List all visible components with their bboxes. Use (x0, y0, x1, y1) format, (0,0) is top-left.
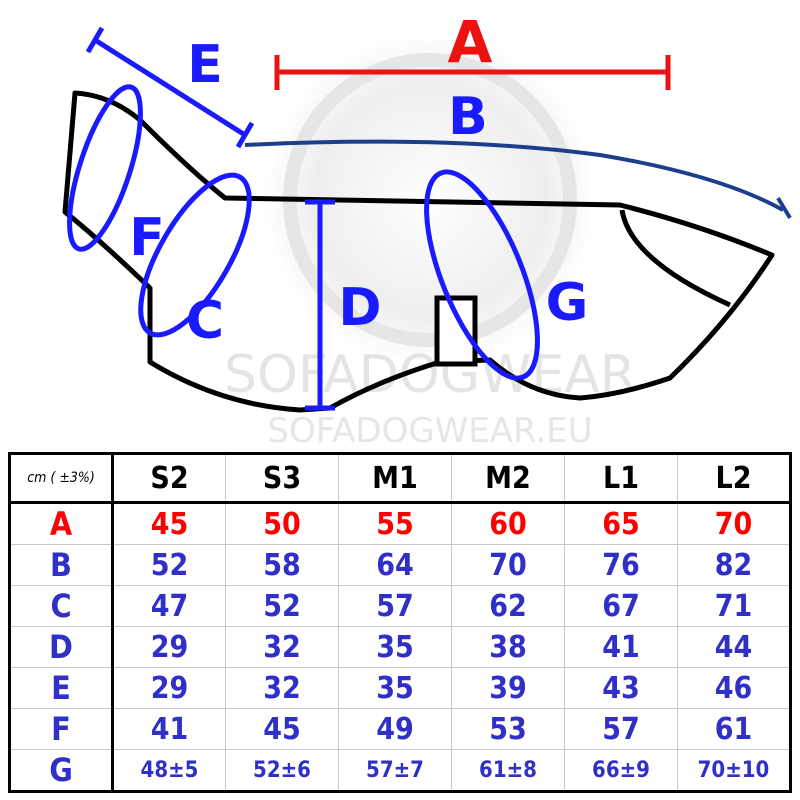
row-label: D (9, 626, 114, 668)
size-header: M2 (451, 453, 565, 504)
watermark-url: SOFADOGWEAR.EU (267, 411, 592, 450)
measurement-cell: 41 (564, 626, 678, 668)
size-header: M1 (338, 453, 452, 504)
table-row: C 47 52 57 62 67 71 (9, 585, 791, 627)
measurement-cell: 29 (112, 667, 226, 709)
measurement-cell: 65 (564, 502, 678, 545)
measurement-cell: 32 (225, 667, 339, 709)
label-G: G (546, 273, 589, 333)
measurement-cell: 70±10 (677, 749, 791, 792)
measurement-cell: 53 (451, 708, 565, 750)
measurement-cell: 35 (338, 626, 452, 668)
label-D: D (338, 278, 381, 338)
measurement-cell: 61 (677, 708, 791, 750)
label-A: A (448, 8, 493, 76)
measure-C (138, 172, 252, 338)
measurement-cell: 57 (564, 708, 678, 750)
table-row: F 41 45 49 53 57 61 (9, 708, 791, 750)
measurement-cell: 76 (564, 544, 678, 586)
measurement-cell: 67 (564, 585, 678, 627)
measurement-cell: 57±7 (338, 749, 452, 792)
measurement-cell: 62 (451, 585, 565, 627)
measurement-cell: 39 (451, 667, 565, 709)
measurement-cell: 70 (451, 544, 565, 586)
unit-label: cm ( ±3%) (9, 453, 114, 504)
measurement-cell: 45 (112, 502, 226, 545)
measurement-cell: 32 (225, 626, 339, 668)
measurement-cell: 58 (225, 544, 339, 586)
row-label: G (9, 749, 114, 792)
measure-D (305, 199, 335, 411)
size-table: cm ( ±3%) S2 S3 M1 M2 L1 L2 A 45 50 55 60 65 7… (8, 452, 792, 793)
table-header-row: cm ( ±3%) S2 S3 M1 M2 L1 L2 (9, 453, 791, 504)
measurement-cell: 38 (451, 626, 565, 668)
measurement-cell: 41 (112, 708, 226, 750)
measure-E (85, 26, 255, 149)
measurement-cell: 61±8 (451, 749, 565, 792)
measurement-cell: 46 (677, 667, 791, 709)
row-label: C (9, 585, 114, 627)
measurement-cell: 29 (112, 626, 226, 668)
measurement-cell: 49 (338, 708, 452, 750)
measurement-cell: 44 (677, 626, 791, 668)
measurement-cell: 52±6 (225, 749, 339, 792)
size-header: L2 (677, 453, 791, 504)
table-row: E 29 32 35 39 43 46 (9, 667, 791, 709)
measurement-cell: 57 (338, 585, 452, 627)
label-B: B (448, 87, 488, 147)
label-E: E (187, 35, 223, 95)
measure-B (244, 139, 784, 212)
label-F: F (129, 208, 165, 268)
table-row: G 48±5 52±6 57±7 61±8 66±9 70±10 (9, 749, 791, 792)
measurement-cell: 82 (677, 544, 791, 586)
measurement-cell: 35 (338, 667, 452, 709)
measurement-cell: 60 (451, 502, 565, 545)
coat-diagram: SOFADOGWEAR SOFADOGWEAR.EU A B E F C D G (62, 8, 792, 450)
measurement-cell: 45 (225, 708, 339, 750)
row-label: F (9, 708, 114, 750)
label-C: C (186, 291, 224, 351)
size-header: L1 (564, 453, 678, 504)
measurement-cell: 71 (677, 585, 791, 627)
measurement-cell: 48±5 (112, 749, 226, 792)
table-row: D 29 32 35 38 41 44 (9, 626, 791, 668)
measurement-cell: 47 (112, 585, 226, 627)
table-row: B 52 58 64 70 76 82 (9, 544, 791, 586)
measurement-cell: 66±9 (564, 749, 678, 792)
size-header: S2 (112, 453, 226, 504)
coat-strap (434, 295, 478, 367)
measurement-cell: 52 (112, 544, 226, 586)
measure-F (67, 84, 143, 252)
row-label: E (9, 667, 114, 709)
coat-outline (62, 90, 775, 413)
coat-leg-opening (619, 209, 732, 308)
measurement-cell: 70 (677, 502, 791, 545)
measurement-cell: 64 (338, 544, 452, 586)
size-header: S3 (225, 453, 339, 504)
measurement-cell: 43 (564, 667, 678, 709)
measure-G (424, 169, 540, 381)
measurement-cell: 52 (225, 585, 339, 627)
table-row: A 45 50 55 60 65 70 (9, 502, 791, 545)
measurement-cell: 55 (338, 502, 452, 545)
measurement-cell: 50 (225, 502, 339, 545)
row-label: B (9, 544, 114, 586)
measure-A (274, 55, 671, 90)
row-label: A (9, 502, 114, 545)
